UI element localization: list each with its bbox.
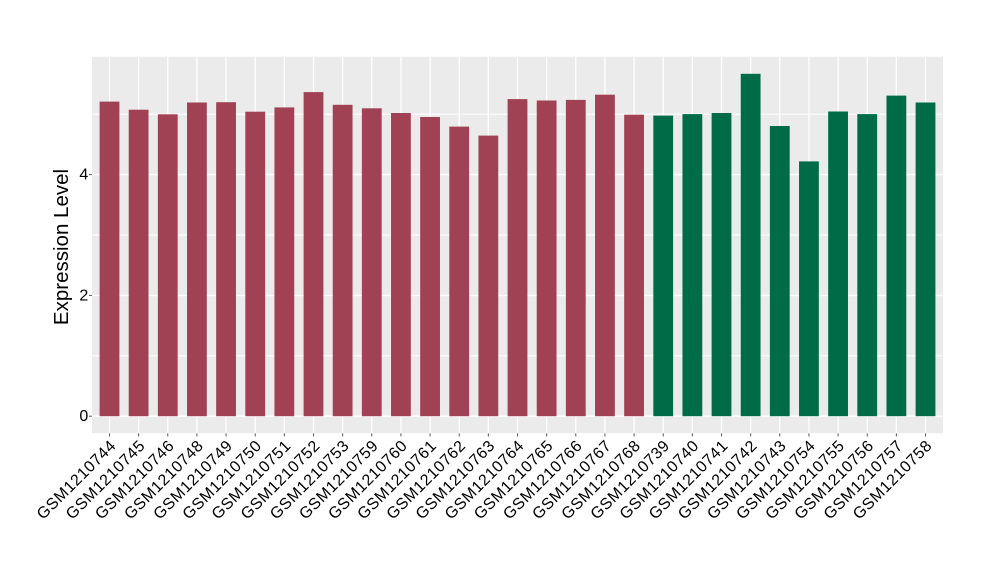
svg-text:Expression Level: Expression Level: [50, 169, 73, 325]
svg-text:4: 4: [79, 167, 88, 184]
svg-text:2: 2: [79, 287, 88, 304]
svg-text:0: 0: [79, 408, 88, 425]
